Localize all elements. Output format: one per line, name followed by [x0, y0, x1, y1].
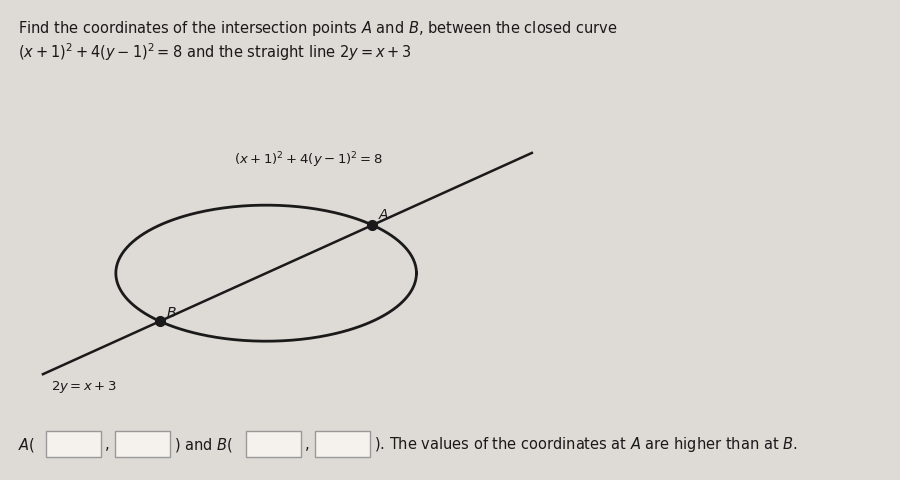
Text: ,: , [305, 437, 310, 452]
Text: Find the coordinates of the intersection points $A$ and $B$, between the closed : Find the coordinates of the intersection… [18, 19, 617, 38]
Text: ,: , [105, 437, 110, 452]
Text: $(x + 1)^2 + 4(y - 1)^2 = 8$: $(x + 1)^2 + 4(y - 1)^2 = 8$ [234, 150, 383, 170]
Text: $2y = x + 3$: $2y = x + 3$ [51, 378, 117, 394]
Text: B: B [166, 306, 176, 320]
FancyBboxPatch shape [315, 431, 370, 457]
Text: ) and $B$(: ) and $B$( [174, 435, 233, 453]
FancyBboxPatch shape [115, 431, 170, 457]
FancyBboxPatch shape [246, 431, 301, 457]
FancyBboxPatch shape [46, 431, 101, 457]
Text: A: A [379, 207, 388, 221]
Text: $(x + 1)^2 + 4(y - 1)^2 = 8$ and the straight line $2y = x + 3$: $(x + 1)^2 + 4(y - 1)^2 = 8$ and the str… [18, 41, 412, 62]
Text: ). The values of the coordinates at $A$ are higher than at $B$.: ). The values of the coordinates at $A$ … [374, 434, 797, 454]
Text: $A$(: $A$( [18, 435, 35, 453]
